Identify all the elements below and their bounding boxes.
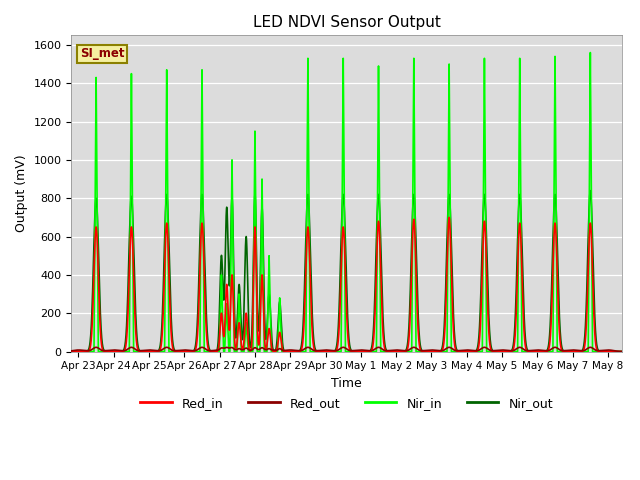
Text: SI_met: SI_met — [79, 48, 124, 60]
X-axis label: Time: Time — [332, 377, 362, 390]
Legend: Red_in, Red_out, Nir_in, Nir_out: Red_in, Red_out, Nir_in, Nir_out — [136, 392, 558, 415]
Y-axis label: Output (mV): Output (mV) — [15, 155, 28, 232]
Title: LED NDVI Sensor Output: LED NDVI Sensor Output — [253, 15, 441, 30]
